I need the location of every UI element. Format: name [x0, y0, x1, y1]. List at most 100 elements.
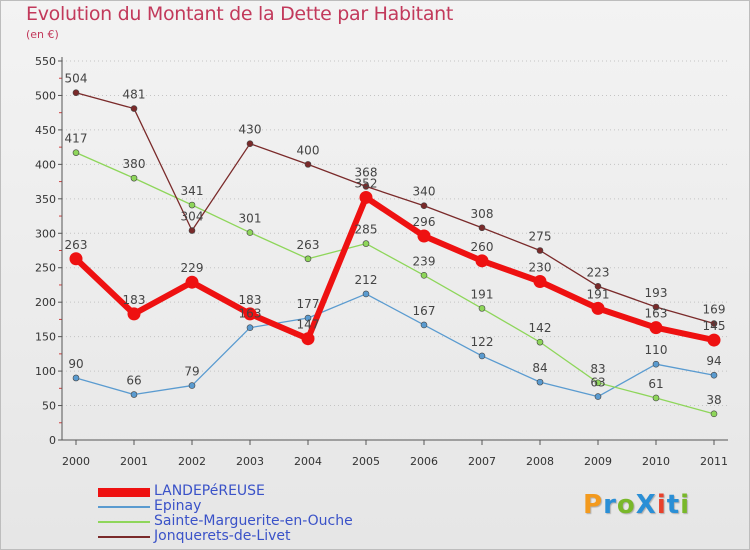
x-tick-label: 2005	[352, 455, 380, 468]
data-point	[536, 378, 544, 386]
data-point	[710, 410, 718, 418]
legend-swatch	[98, 506, 150, 508]
x-tick-label: 2008	[526, 455, 554, 468]
data-label: 79	[184, 365, 199, 379]
series-layer	[69, 89, 721, 418]
legend-swatch	[98, 536, 150, 538]
data-point	[69, 252, 83, 266]
legend: LANDEPéREUSE Epinay Sainte-Marguerite-en-O…	[98, 484, 418, 544]
data-label: 504	[65, 72, 88, 86]
data-point	[188, 201, 196, 209]
data-label: 38	[706, 393, 721, 407]
data-label: 191	[587, 287, 610, 301]
data-point	[533, 275, 547, 289]
data-label: 183	[239, 293, 262, 307]
y-tick-label: 550	[35, 55, 56, 68]
data-point	[188, 227, 196, 234]
logo-letter: P	[583, 490, 604, 520]
data-label: 223	[587, 265, 610, 279]
legend-item: Epinay	[98, 499, 418, 514]
data-point	[652, 360, 660, 368]
proxiti-logo: ProXiti	[583, 490, 690, 520]
data-point	[475, 254, 489, 268]
data-label: 308	[471, 207, 494, 221]
data-label: 147	[297, 318, 320, 332]
legend-label: LANDEPéREUSE	[154, 483, 265, 499]
x-tick-label: 2006	[410, 455, 438, 468]
data-label: 380	[123, 157, 146, 171]
data-point	[246, 229, 254, 236]
data-label: 301	[239, 212, 262, 226]
y-tick-label: 300	[35, 227, 56, 240]
data-point	[243, 307, 257, 321]
data-label: 260	[471, 240, 494, 254]
x-tick-label: 2003	[236, 455, 264, 468]
data-point	[420, 321, 428, 329]
data-label: 183	[123, 293, 146, 307]
data-label: 63	[590, 376, 605, 390]
x-tick-label: 2010	[642, 455, 670, 468]
y-tick-label: 250	[35, 262, 56, 275]
data-label: 163	[645, 307, 668, 321]
y-tick-label: 450	[35, 124, 56, 137]
data-point	[72, 374, 80, 382]
legend-label: Jonquerets-de-Livet	[154, 528, 291, 544]
data-label: 239	[413, 254, 436, 268]
series-line-3	[75, 92, 715, 325]
data-label: 142	[529, 321, 552, 335]
chart-title: Evolution du Montant de la Dette par Hab…	[26, 3, 454, 25]
data-point	[72, 149, 80, 156]
data-label: 285	[355, 223, 378, 237]
data-label: 430	[239, 123, 262, 137]
data-point	[130, 174, 138, 182]
data-point	[130, 105, 138, 112]
grid	[62, 60, 728, 407]
data-point	[536, 247, 544, 254]
data-point	[652, 303, 660, 311]
data-point	[72, 89, 80, 96]
data-labels: 263 183 229 183 147 352 296 260 230 191 163 145 90 66…	[65, 72, 726, 407]
data-point	[649, 321, 663, 335]
x-tick-label: 2004	[294, 455, 322, 468]
data-label: 417	[65, 132, 88, 146]
data-label: 177	[297, 297, 320, 311]
data-point	[594, 393, 602, 400]
chart-subtitle: (en €)	[26, 28, 59, 41]
data-point	[420, 202, 428, 210]
data-point	[652, 394, 660, 402]
data-label: 145	[703, 319, 726, 333]
logo-letter: i	[680, 490, 691, 520]
data-point	[362, 240, 370, 247]
data-point	[594, 379, 602, 387]
legend-label: Sainte-Marguerite-en-Ouche	[154, 513, 353, 529]
data-point	[304, 255, 312, 263]
logo-letter: r	[603, 490, 617, 520]
data-point	[246, 140, 254, 147]
data-label: 304	[181, 210, 204, 224]
data-point	[246, 324, 254, 331]
data-point	[362, 183, 370, 190]
x-tick-label: 2007	[468, 455, 496, 468]
series-line-2	[75, 152, 715, 415]
data-point	[185, 275, 199, 289]
legend-item: Jonquerets-de-Livet	[98, 529, 418, 544]
y-tick-label: 150	[35, 331, 56, 344]
data-point	[127, 307, 141, 321]
data-label: 352	[355, 176, 378, 190]
x-tick-label: 2009	[584, 455, 612, 468]
x-tick-label: 2000	[62, 455, 90, 468]
data-label: 90	[68, 357, 83, 371]
data-label: 212	[355, 273, 378, 287]
data-label: 61	[648, 377, 663, 391]
data-point	[591, 301, 605, 315]
x-tick-label: 2002	[178, 455, 206, 468]
data-label: 275	[529, 230, 552, 244]
data-point	[536, 338, 544, 346]
data-label: 83	[590, 362, 605, 376]
data-point	[417, 229, 431, 243]
x-tick-label: 2001	[120, 455, 148, 468]
logo-letter: t	[666, 490, 681, 520]
data-label: 263	[297, 238, 320, 252]
data-label: 169	[703, 303, 726, 317]
data-label: 122	[471, 335, 494, 349]
